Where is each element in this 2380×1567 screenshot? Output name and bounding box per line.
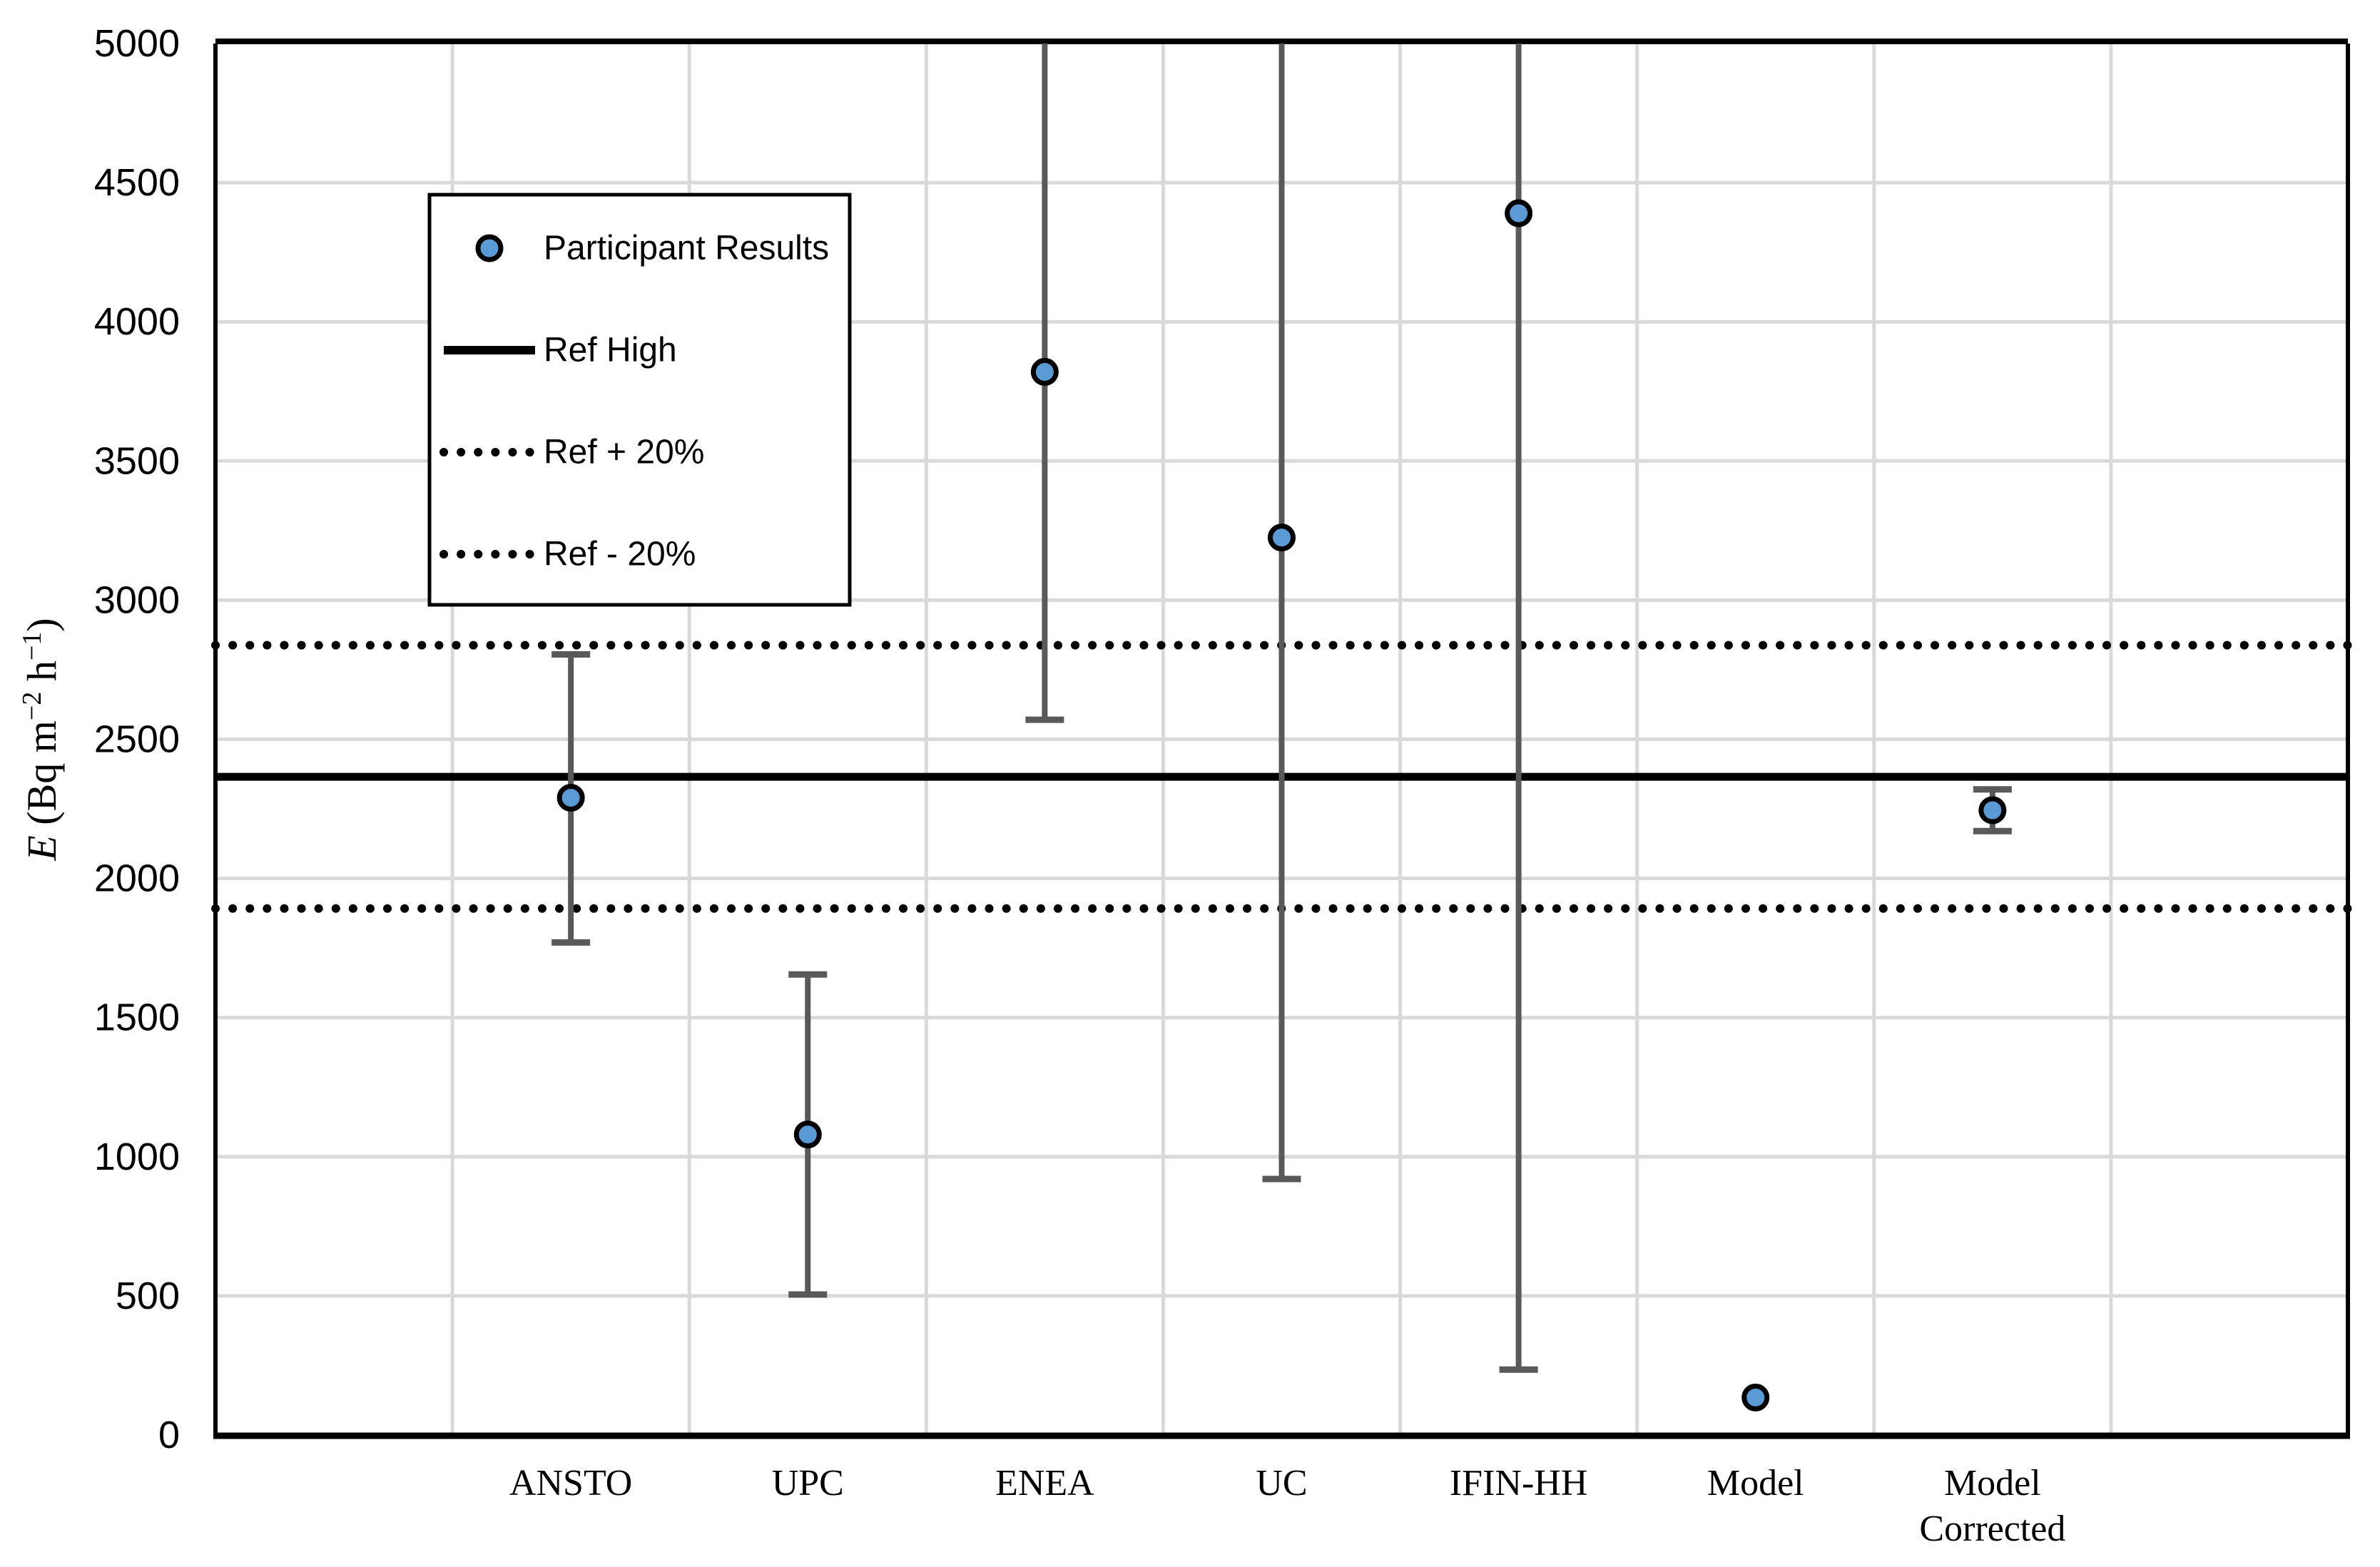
y-tick-label: 1500 <box>94 996 180 1039</box>
legend-item-label: Ref + 20% <box>544 434 704 471</box>
data-point <box>556 783 585 812</box>
legend-item-label: Participant Results <box>544 230 829 267</box>
y-tick-label: 1000 <box>94 1135 180 1178</box>
x-category-label: Model <box>1707 1463 1804 1504</box>
data-point <box>1030 357 1059 386</box>
y-tick-label: 4000 <box>94 300 180 343</box>
x-category-label: UPC <box>772 1463 844 1504</box>
x-category-label: ANSTO <box>509 1463 632 1504</box>
series-participant-results <box>551 44 2012 1412</box>
legend-item-label: Ref High <box>544 332 677 369</box>
plot-border <box>213 39 2350 1439</box>
data-point <box>1741 1383 1770 1412</box>
y-tick-label: 2000 <box>94 857 180 900</box>
y-tick-label: 2500 <box>94 718 180 761</box>
x-category-label: ENEA <box>995 1463 1094 1504</box>
y-tick-label: 5000 <box>94 22 180 65</box>
data-point <box>793 1121 822 1149</box>
x-axis-category-labels: ANSTO UPC ENEA UC IFIN-HH Model Model Corrected <box>509 1463 2065 1549</box>
legend-item-label: Ref - 20% <box>544 536 696 573</box>
legend: Participant Results Ref High Ref + 20% Ref … <box>427 193 852 607</box>
legend-marker-sample <box>475 234 504 262</box>
data-point <box>1268 524 1296 552</box>
y-tick-label: 500 <box>116 1275 180 1317</box>
data-point <box>1505 199 1533 228</box>
legend-box <box>427 193 852 607</box>
y-axis-tick-labels: 0 500 1000 1500 2000 2500 3000 3500 4000 4500 5000 <box>94 22 180 1456</box>
y-tick-label: 4500 <box>94 161 180 204</box>
data-point <box>1978 796 2007 825</box>
y-tick-label: 3000 <box>94 578 180 621</box>
y-axis-title: E (Bq m−2 h−1) <box>17 618 65 861</box>
x-category-label: IFIN-HH <box>1450 1463 1588 1504</box>
y-tick-label: 3500 <box>94 439 180 482</box>
x-category-label: UC <box>1256 1463 1307 1504</box>
y-tick-label: 0 <box>158 1414 180 1456</box>
x-category-label: Model Corrected <box>1919 1463 2065 1549</box>
